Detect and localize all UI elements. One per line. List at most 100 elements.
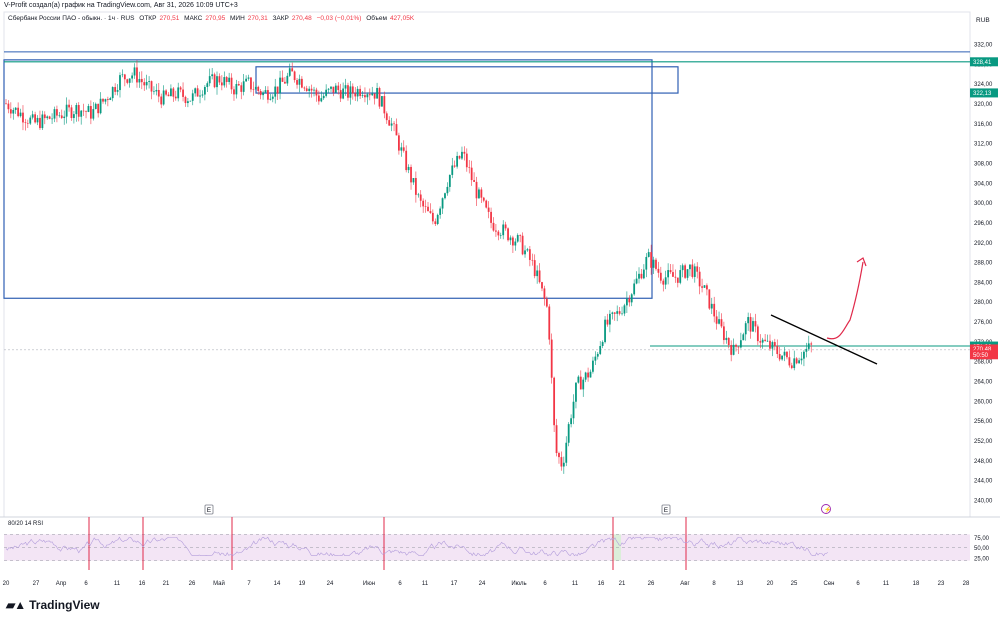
candle-body — [657, 268, 660, 273]
candle-body — [220, 82, 223, 86]
time-axis-label: 11 — [883, 581, 890, 587]
candle-body — [730, 345, 733, 355]
candle-body — [359, 88, 361, 96]
price-tick-label: 304,00 — [974, 181, 993, 187]
candle-body — [790, 365, 793, 369]
candle-body — [560, 457, 563, 467]
symbol-name[interactable]: Сбербанк России ПАО - обыкн. · 1ч · RUS — [8, 15, 135, 22]
candle-body — [140, 78, 143, 83]
rsi-pane[interactable]: 80/20 14 RSI 75,00 50,00 25,00 — [0, 516, 1000, 570]
candle-body — [521, 235, 524, 255]
candle-body — [189, 100, 192, 102]
candle-body — [419, 194, 422, 201]
candle-body — [136, 67, 138, 83]
candle-body — [698, 271, 701, 287]
candle-body — [153, 91, 155, 93]
candle-body — [584, 372, 587, 380]
candle-body — [696, 266, 699, 272]
candle-body — [322, 95, 325, 99]
range-box — [255, 66, 679, 94]
candle-body — [160, 96, 163, 105]
candle-body — [165, 90, 167, 95]
time-axis-label: 24 — [479, 581, 486, 587]
candle-body — [291, 68, 294, 72]
candle-body — [456, 155, 459, 167]
price-tick-label: 244,00 — [974, 479, 993, 485]
candle-body — [296, 80, 298, 85]
candle-body — [710, 303, 713, 309]
price-tick-label: 280,00 — [974, 300, 993, 306]
candle-body — [344, 85, 347, 89]
candle-body — [439, 208, 442, 215]
time-axis-label: 16 — [598, 581, 605, 587]
candle-body — [756, 326, 759, 342]
candle-body — [133, 67, 136, 76]
change-value: −0,03 (−0,01%) — [316, 15, 362, 22]
candle-body — [628, 298, 631, 303]
candle-body — [786, 351, 788, 358]
candle-body — [431, 212, 434, 222]
candle-body — [667, 270, 670, 278]
candle-body — [111, 87, 114, 99]
candle-body — [744, 323, 747, 335]
candle-body — [482, 197, 485, 201]
candle-body — [199, 95, 201, 97]
candle-body — [708, 289, 711, 309]
candle-body — [689, 264, 691, 270]
candle-body — [679, 270, 682, 283]
candle-body — [68, 104, 70, 108]
candle-body — [645, 256, 648, 270]
candle-body — [582, 379, 585, 390]
time-axis[interactable]: 20 27 Апр 6 11 16 21 26 Май 7 14 19 24 Июн 6 11 17 24 Июль… — [3, 580, 970, 587]
candle-body — [245, 78, 248, 82]
candle-body — [237, 84, 240, 86]
candle-body — [388, 120, 391, 126]
candle-body — [589, 371, 592, 378]
low-value: 270,31 — [247, 15, 268, 22]
candle-body — [279, 77, 281, 94]
candle-body — [259, 90, 262, 96]
candle-body — [533, 260, 536, 277]
candle-body — [116, 90, 119, 92]
earnings-marker-label: E — [664, 507, 669, 514]
candle-body — [182, 89, 184, 97]
candle-body — [516, 235, 519, 242]
candle-body — [487, 207, 490, 212]
candle-body — [14, 107, 17, 110]
candle-body — [252, 89, 255, 91]
candle-body — [213, 74, 216, 88]
candle-body — [630, 294, 633, 303]
candle-body — [810, 343, 813, 345]
candle-body — [332, 86, 335, 93]
tradingview-logo[interactable]: ▰▲ TradingView — [6, 598, 100, 612]
earnings-marker — [661, 504, 671, 515]
candle-body — [468, 167, 471, 168]
candle-body — [43, 114, 46, 119]
candle-body — [807, 343, 810, 349]
close-label: ЗАКР — [272, 15, 289, 22]
candle-body — [53, 109, 56, 119]
price-axis[interactable]: 332,00328,00324,00320,00316,00312,00308,… — [974, 43, 993, 505]
candle-body — [34, 114, 37, 123]
candle-body — [662, 280, 665, 285]
candle-body — [317, 95, 320, 102]
candle-body — [713, 303, 716, 317]
candle-body — [87, 106, 90, 112]
candle-body — [633, 283, 636, 295]
candle-body — [701, 286, 703, 288]
price-tick-label: 300,00 — [974, 201, 993, 207]
candle-body — [718, 319, 720, 324]
candle-body — [609, 313, 611, 325]
candle-body — [19, 112, 22, 117]
price-chart[interactable]: RUB 332,00328,00324,00320,00316,00312,00… — [0, 0, 1000, 590]
candle-body — [162, 90, 165, 105]
earnings-markers[interactable]: E E ⚡ — [204, 504, 831, 515]
candle-body — [470, 167, 473, 181]
candle-body — [742, 334, 745, 341]
candle-body — [126, 79, 129, 83]
candle-body — [499, 235, 502, 236]
candle-body — [104, 99, 107, 102]
candle-body — [82, 110, 85, 112]
candle-body — [254, 86, 257, 90]
candle-body — [148, 81, 150, 82]
